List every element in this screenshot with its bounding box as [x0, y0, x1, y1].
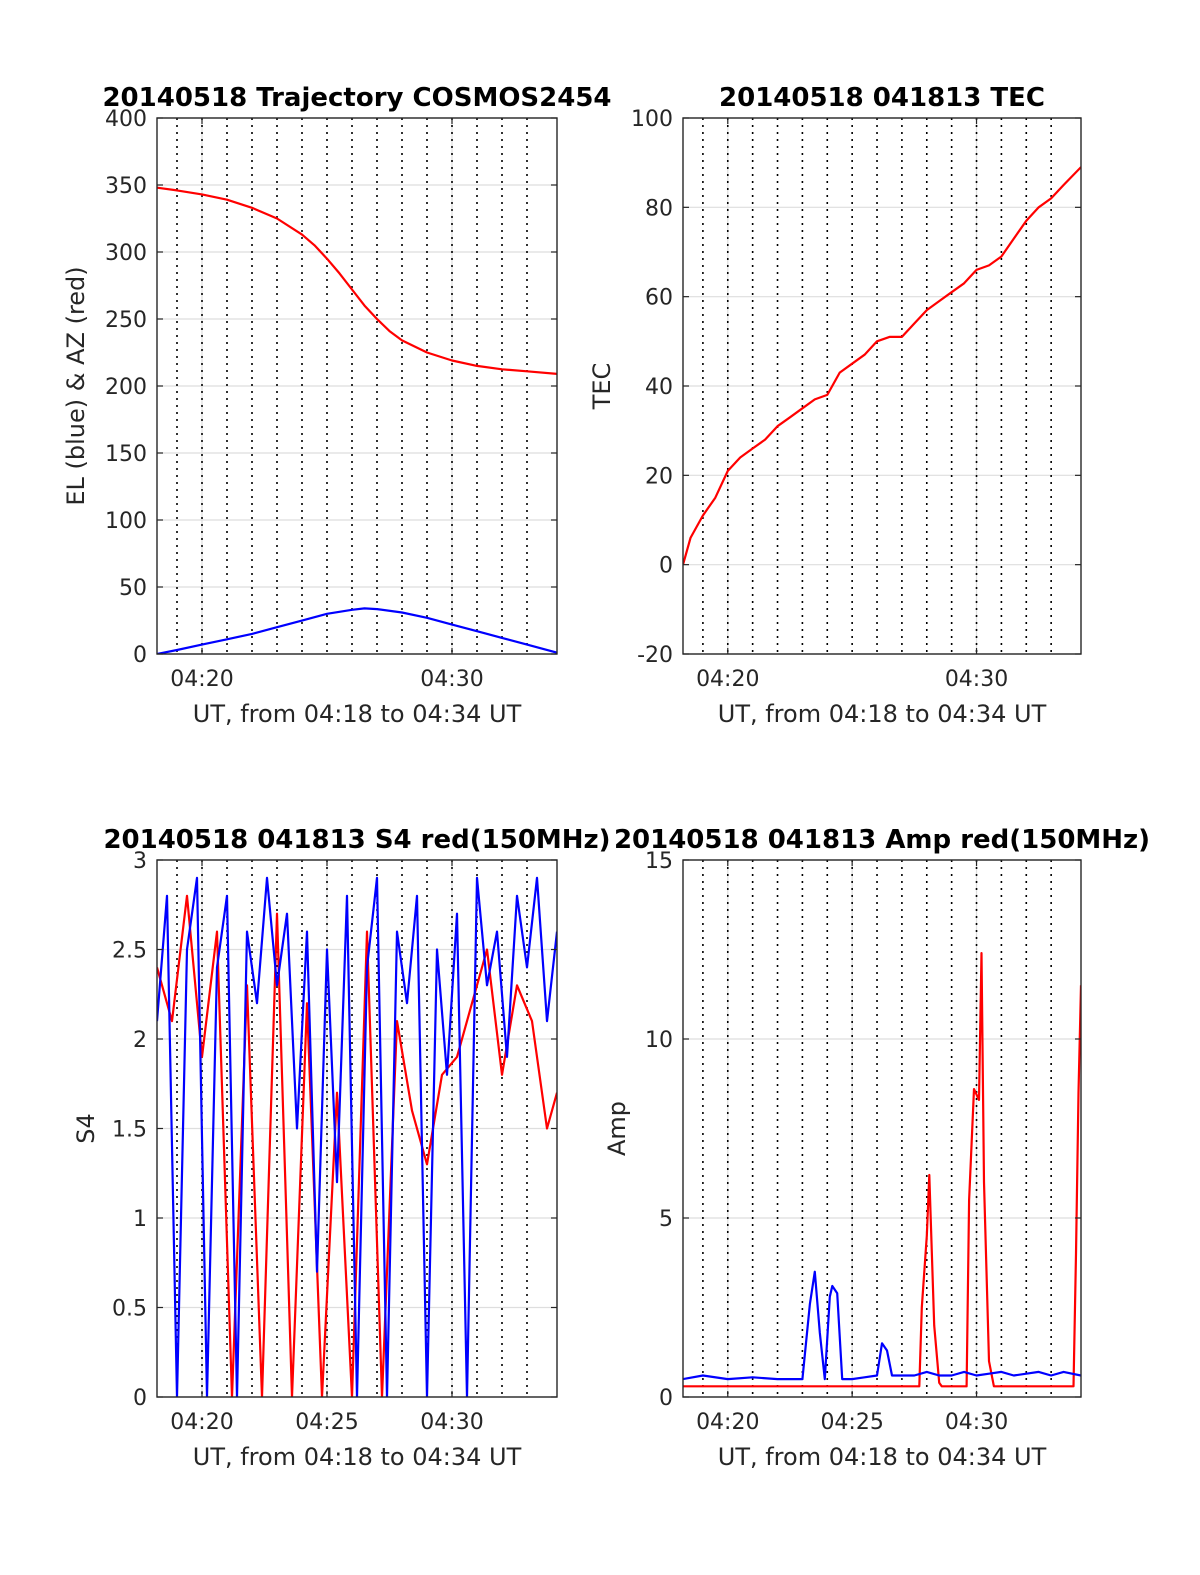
y-tick-label: -20 — [637, 643, 673, 668]
x-tick-label: 04:20 — [696, 667, 759, 692]
series-line-1 — [157, 607, 557, 654]
y-tick-label: 80 — [645, 196, 673, 221]
y-tick-label: 150 — [105, 442, 147, 467]
chart-title: 20140518 041813 S4 red(150MHz) — [103, 825, 610, 855]
x-tick-label: 04:30 — [420, 1410, 483, 1435]
y-tick-label: 200 — [105, 375, 147, 400]
y-tick-label: 0 — [659, 554, 673, 579]
y-tick-label: 400 — [105, 107, 147, 132]
y-tick-label: 15 — [645, 849, 673, 874]
y-tick-label: 350 — [105, 174, 147, 199]
y-tick-label: 50 — [119, 576, 147, 601]
x-tick-label: 04:20 — [696, 1410, 759, 1435]
y-tick-label: 100 — [631, 107, 673, 132]
tec-panel: -20 0 20 40 60 80 100 04:20 04:30 20140518 041813… — [588, 83, 1082, 728]
series-line-0 — [157, 894, 557, 1397]
y-tick-label: 1.5 — [112, 1118, 147, 1143]
y-axis-label: TEC — [588, 363, 616, 411]
x-tick-label: 04:20 — [170, 1410, 233, 1435]
trajectory-panel: 0 50 100 150 200 250 300 350 400 04:20 04:30 201405… — [62, 83, 612, 728]
x-tick-label: 04:25 — [295, 1410, 358, 1435]
y-tick-label: 0 — [659, 1386, 673, 1411]
y-tick-label: 250 — [105, 308, 147, 333]
y-axis-label: Amp — [603, 1101, 631, 1156]
chart-title: 20140518 041813 Amp red(150MHz) — [614, 825, 1150, 855]
series-line-1 — [157, 876, 557, 1397]
y-tick-label: 5 — [659, 1207, 673, 1232]
x-tick-label: 04:25 — [820, 1410, 883, 1435]
x-axis-label: UT, from 04:18 to 04:34 UT — [718, 700, 1047, 728]
x-tick-label: 04:30 — [945, 1410, 1008, 1435]
y-tick-label: 2 — [133, 1028, 147, 1053]
y-tick-label: 1 — [133, 1207, 147, 1232]
x-tick-label: 04:20 — [170, 667, 233, 692]
y-axis-label: EL (blue) & AZ (red) — [62, 266, 90, 505]
y-tick-label: 0 — [133, 643, 147, 668]
y-tick-label: 300 — [105, 241, 147, 266]
x-axis-label: UT, from 04:18 to 04:34 UT — [718, 1443, 1047, 1471]
y-tick-label: 20 — [645, 464, 673, 489]
amp-panel: 0 5 10 15 04:20 04:25 04:30 20140518 041813 Amp… — [603, 825, 1150, 1471]
series-line-0 — [157, 186, 557, 375]
chart-title: 20140518 Trajectory COSMOS2454 — [102, 83, 611, 113]
y-axis-label: S4 — [72, 1113, 100, 1144]
y-tick-label: 100 — [105, 509, 147, 534]
y-tick-label: 3 — [133, 849, 147, 874]
y-tick-label: 0 — [133, 1386, 147, 1411]
y-tick-label: 0.5 — [112, 1297, 147, 1322]
chart-title: 20140518 041813 TEC — [719, 83, 1045, 113]
y-tick-label: 2.5 — [112, 939, 147, 964]
series-line-0 — [683, 166, 1081, 565]
x-tick-label: 04:30 — [945, 667, 1008, 692]
y-tick-label: 10 — [645, 1028, 673, 1053]
y-tick-label: 40 — [645, 375, 673, 400]
series-line-1 — [683, 1270, 1081, 1381]
x-axis-label: UT, from 04:18 to 04:34 UT — [193, 1443, 522, 1471]
y-tick-label: 60 — [645, 286, 673, 311]
s4-panel: 0 0.5 1 1.5 2 2.5 3 04:20 04:25 04:30 20140518 041… — [72, 825, 611, 1471]
x-tick-label: 04:30 — [420, 667, 483, 692]
x-axis-label: UT, from 04:18 to 04:34 UT — [193, 700, 522, 728]
plot-area — [683, 860, 1081, 1397]
axes-box — [682, 859, 1082, 1398]
series-line-0 — [683, 951, 1081, 1388]
